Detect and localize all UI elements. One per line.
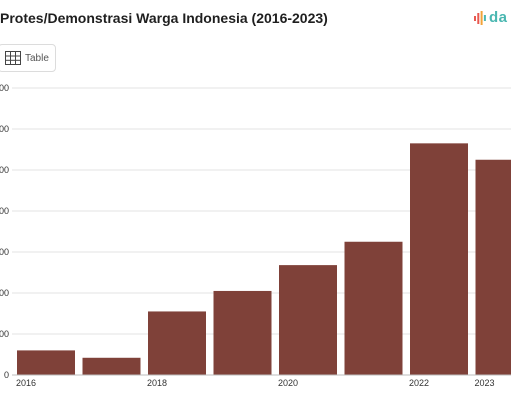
x-axis-ticks: 2016 2018 2020 2022 2023	[16, 378, 495, 388]
bar-2018	[148, 311, 206, 375]
y-tick-label: 00	[0, 206, 9, 216]
table-grid-icon	[5, 51, 21, 65]
y-tick-label: 00	[0, 288, 9, 298]
y-tick-label: 0	[4, 370, 9, 380]
bar-2020	[279, 265, 337, 375]
y-tick-label: 00	[0, 247, 9, 257]
brand-logo[interactable]: da	[474, 9, 508, 26]
y-tick-label: 00	[0, 165, 9, 175]
table-view-button[interactable]: Table	[0, 44, 56, 72]
table-button-label: Table	[25, 52, 49, 64]
bar-2019	[213, 290, 272, 375]
bar-2022	[410, 143, 468, 375]
chart-title: Protes/Demonstrasi Warga Indonesia (2016…	[0, 10, 328, 26]
bars	[17, 143, 511, 375]
y-tick-label: 00	[0, 83, 9, 93]
x-tick-label: 2020	[278, 378, 298, 388]
x-tick-label: 2016	[16, 378, 36, 388]
data-signal-icon	[474, 10, 486, 25]
bar-2023	[475, 159, 511, 375]
y-tick-label: 00	[0, 329, 9, 339]
x-tick-label: 2022	[409, 378, 429, 388]
x-tick-label: 2023	[475, 378, 495, 388]
logo-text: da	[489, 9, 508, 26]
bar-2017	[82, 357, 141, 375]
x-tick-label: 2018	[147, 378, 167, 388]
bar-2016	[17, 350, 75, 375]
y-tick-label: 00	[0, 124, 9, 134]
bar-2021	[344, 241, 403, 375]
